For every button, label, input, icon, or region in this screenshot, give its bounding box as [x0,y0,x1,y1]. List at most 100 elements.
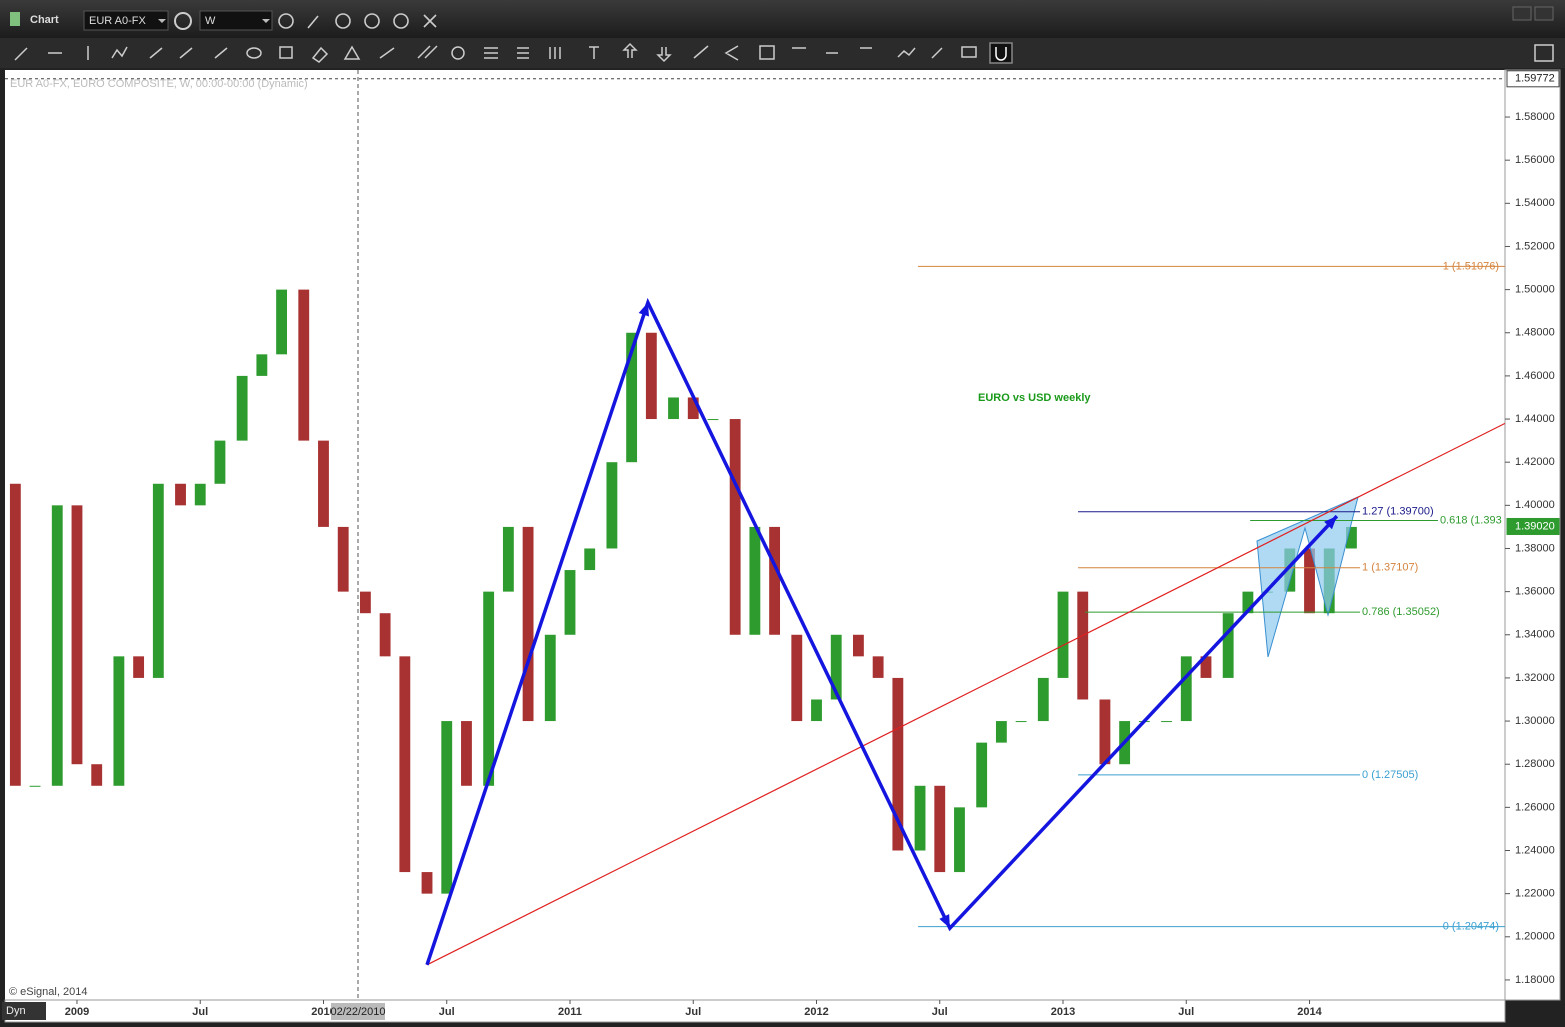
price-axis [1504,69,1561,1001]
y-tick-label: 1.34000 [1515,629,1555,641]
close-btn[interactable] [1534,6,1554,21]
x-tick-label: Jul [192,1006,208,1018]
cursor-box [330,1003,385,1020]
refresh-btn[interactable] [335,13,351,29]
x-tick-label: Jul [932,1006,948,1018]
app-icon [10,12,20,26]
candle [1222,613,1234,678]
y-tick-label: 1.32000 [1515,672,1555,684]
candle [749,526,761,635]
x-tick-label: Jul [1178,1006,1194,1018]
plot-layer: 1 (1.51076) 0 (1.20474) 1.27 (1.39700) 0.61… [9,70,1505,1000]
candle [544,634,556,722]
play-btn[interactable] [364,13,380,29]
candle [194,483,206,506]
x-tick-label: 2013 [1051,1006,1075,1018]
candle [256,354,268,376]
x-tick-label: Jul [439,1006,455,1018]
candle [1037,677,1049,722]
channel-tools[interactable] [379,45,438,59]
magnet-icon [995,47,1007,61]
y-tick-label: 1.18000 [1515,974,1555,986]
interval-box[interactable] [199,10,273,31]
y-tick-label: 1.50000 [1515,284,1555,296]
candle [214,440,226,484]
move-btn[interactable] [423,14,437,28]
alert-btn[interactable] [393,13,409,29]
mode-box[interactable] [2,1002,46,1020]
candle [461,721,472,786]
time-axis [4,999,1506,1023]
candle [729,419,741,635]
symbol-box[interactable] [83,10,169,31]
candle [954,807,965,873]
fib-label: 0.786 (1.35052) [1362,606,1440,618]
candle [133,656,145,678]
x-tick-label: 2014 [1297,1006,1322,1018]
candle [113,656,125,786]
fib-label: 1 (1.51076) [1443,260,1499,272]
pattern-wedge [1256,496,1359,658]
toolbar [0,38,1565,68]
candle [359,591,371,614]
mode[interactable]: Dyn [6,1005,26,1017]
y-tick-label: 1.52000 [1515,240,1555,252]
restore-btn[interactable] [1512,6,1532,21]
dropdown-arrow [158,19,166,23]
cursor-label: 02/22/2010 [330,1006,385,1018]
candle [1200,656,1212,678]
candle [584,548,596,571]
text-arrow-tools[interactable] [589,42,672,63]
x-tick-label: Jul [685,1006,701,1018]
y-tick-label: 1.40000 [1515,499,1555,511]
candle [626,332,638,463]
fib-label: 1.27 (1.39700) [1362,506,1434,518]
candle [995,721,1007,743]
info-line: EUR A0-FX, EURO COMPOSITE, W, 00:00-00:0… [10,78,308,90]
y-tick-label: 1.30000 [1515,715,1555,727]
candle [830,634,842,700]
candle [91,764,103,786]
credit: © eSignal, 2014 [9,986,87,998]
arrow-head [1324,516,1337,530]
candle [276,289,288,355]
candle [914,785,926,851]
lock-btn[interactable] [1534,44,1554,62]
shape-tools[interactable] [311,45,361,63]
candle [1242,591,1254,614]
candle [1057,591,1069,678]
y-tick-label: 1.48000 [1515,327,1555,339]
x-tick-label: 2011 [558,1006,582,1018]
clock-btn[interactable] [278,13,294,29]
x-tick-label: 2010 [311,1006,335,1018]
pen-btn[interactable] [307,15,319,29]
candle [379,613,391,657]
x-tick-label: 2012 [804,1006,828,1018]
candle [1304,548,1315,614]
y-tick-label: 1.42000 [1515,456,1555,468]
symbol[interactable]: EUR A0-FX [89,15,147,27]
rect-tool[interactable] [279,46,293,59]
candle [934,785,946,873]
candle [236,375,248,441]
ellipse-tool[interactable] [246,47,262,59]
candle [522,526,534,722]
candle [71,505,83,765]
candle [318,440,329,527]
more-tools[interactable] [693,45,943,61]
arrow-head [939,914,950,929]
circle-tool[interactable] [451,46,465,60]
candle [1161,721,1172,723]
y-tick-label: 1.28000 [1515,758,1555,770]
interval[interactable]: W [205,15,216,27]
fib-tools[interactable] [484,47,561,59]
drawing-tools [14,42,1554,64]
y-tick-label: 1.24000 [1515,844,1555,856]
line-tools[interactable] [14,46,228,61]
link-icon[interactable] [174,12,192,30]
comment-tool[interactable] [961,46,977,58]
y-tick-label: 1.26000 [1515,801,1555,813]
candle [769,526,781,635]
price-marker [1506,70,1560,88]
candle [502,526,514,592]
